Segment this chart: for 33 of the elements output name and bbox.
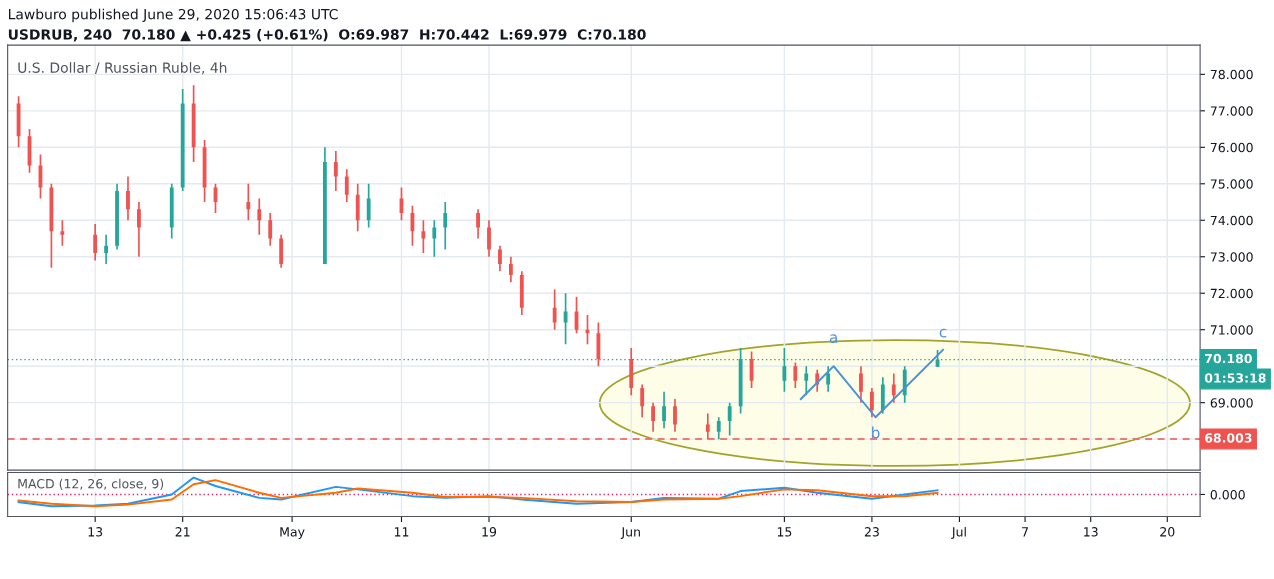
x-tick-label: Jun: [620, 527, 640, 539]
text: U.S. Dollar / Russian Ruble, 4h: [18, 62, 227, 75]
x-tick-label: 11: [394, 527, 409, 537]
y-tick-label: 74.000: [1210, 215, 1253, 226]
annotation: a: [829, 334, 837, 343]
annotation: b: [872, 426, 880, 439]
y-tick-label: 77.000: [1210, 106, 1253, 116]
x-tick-label: 21: [175, 527, 190, 537]
x-tick-label: Jul: [951, 526, 966, 539]
y-tick-label: 72.000: [1210, 288, 1253, 299]
y-tick-label: 73.000: [1210, 252, 1253, 262]
ref-line-label: 68.003: [1205, 433, 1252, 443]
text: 0.000: [1210, 489, 1245, 500]
x-tick-label: 15: [777, 527, 792, 537]
line-series: [799, 348, 944, 419]
y-tick-label: 71.000: [1210, 325, 1253, 335]
text: USDRUB, 240 70.180 ▲ +0.425 (+0.61%) O:69.987 H:70.442 L:69.979 C:70.180: [8, 28, 646, 42]
ref-line-label: 70.180: [1205, 353, 1252, 364]
x-tick-label: 13: [1084, 527, 1098, 537]
y-tick-label: 76.000: [1210, 142, 1253, 153]
y-tick-label: 69.000: [1210, 398, 1253, 408]
x-tick-label: 19: [482, 527, 497, 537]
chart-title: MACD (12, 26, close, 9): [18, 478, 164, 490]
x-tick-label: May: [280, 527, 305, 539]
y-tick-label: 75.000: [1210, 179, 1253, 189]
y-tick-label: 78.000: [1210, 69, 1253, 80]
x-tick-label: 13: [88, 527, 103, 537]
x-tick-label: 7: [1022, 527, 1028, 537]
text: Lawburo published June 29, 2020 15:06:43 UTC: [9, 8, 338, 23]
annotation: c: [939, 328, 947, 338]
x-tick-label: 23: [864, 527, 879, 537]
x-tick-label: 20: [1160, 527, 1175, 537]
text: 01:53:18: [1204, 373, 1266, 383]
